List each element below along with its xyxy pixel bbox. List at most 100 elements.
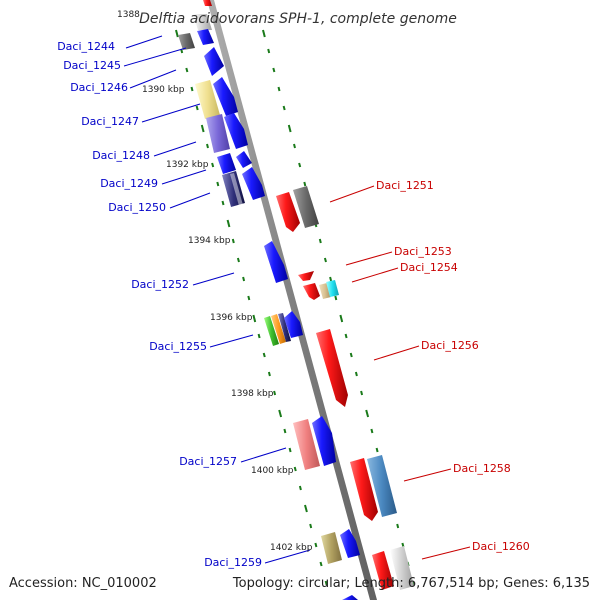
gene-daci-1252 (264, 241, 288, 283)
scale-tick-minor (293, 143, 296, 149)
scale-tick-minor (262, 352, 266, 358)
gene-daci-1254 (326, 280, 339, 297)
gene-fragment (193, 14, 212, 30)
reverse-label-leaders (329, 185, 471, 560)
scale-tick-minor (190, 86, 194, 92)
scale-tick-minor (396, 523, 400, 529)
scale-tick-minor (195, 105, 199, 111)
scale-tick-major (304, 504, 308, 513)
gene-fragment-bottom (342, 595, 358, 600)
scale-tick-minor (267, 371, 271, 377)
gene-label-daci-1251[interactable]: Daci_1251 (376, 179, 434, 192)
gene-fragment (203, 0, 212, 6)
scale-tick-minor (272, 67, 276, 73)
gene-label-daci-1246[interactable]: Daci_1246 (70, 81, 128, 94)
forward-label-leaders (123, 35, 311, 564)
kbp-label: 1388 (117, 10, 140, 20)
scale-tick-minor (319, 561, 323, 567)
gene-daci-1259-olive (321, 532, 342, 564)
kbp-labels: 1388 1390 kbp 1392 kbp 1394 kbp 1396 kbp… (117, 10, 313, 553)
topology-text: Topology: circular; Length: 6,767,514 bp… (232, 576, 590, 591)
gene-label-daci-1255[interactable]: Daci_1255 (149, 340, 207, 353)
genome-title: Delftia acidovorans SPH-1, complete geno… (139, 11, 457, 27)
scale-tick-minor (323, 257, 327, 263)
scale-tick-minor (298, 162, 302, 168)
scale-tick-minor (206, 143, 209, 149)
gene-label-daci-1249[interactable]: Daci_1249 (100, 177, 158, 190)
scale-tick-minor (283, 428, 287, 434)
gene-daci-1253-b (303, 283, 320, 300)
gene-label-daci-1258[interactable]: Daci_1258 (453, 462, 511, 475)
gene-label-daci-1257[interactable]: Daci_1257 (179, 455, 237, 468)
gene-daci-1258-steel (367, 455, 397, 517)
genome-backbone (207, 0, 377, 600)
gene-daci-1260-silver (390, 546, 414, 590)
gene-daci-1257-pink (293, 419, 320, 470)
scale-tick-major (287, 124, 292, 133)
scale-tick-minor (236, 257, 240, 263)
gene-daci-1244-block (178, 33, 195, 50)
scale-tick-minor (370, 428, 374, 434)
gene-daci-1248-arrow (236, 151, 252, 168)
gene-label-daci-1244[interactable]: Daci_1244 (57, 40, 115, 53)
gene-daci-1255-navy (278, 313, 291, 342)
gene-label-daci-1248[interactable]: Daci_1248 (92, 149, 150, 162)
forward-strand-genes (178, 29, 360, 600)
scale-tick-minor (267, 48, 271, 54)
gene-label-daci-1256[interactable]: Daci_1256 (421, 339, 479, 352)
gene-label-daci-1250[interactable]: Daci_1250 (108, 201, 166, 214)
gene-daci-1255-green (264, 316, 279, 346)
scale-tick-major (365, 409, 370, 418)
scale-tick-minor (349, 352, 353, 358)
gene-daci-1256 (316, 329, 348, 407)
scale-tick-minor (242, 276, 246, 282)
scale-tick-minor (354, 371, 358, 377)
gene-label-daci-1252[interactable]: Daci_1252 (131, 278, 189, 291)
scale-tick-minor (344, 333, 348, 339)
gene-daci-1246 (195, 80, 220, 119)
reverse-strand-genes (276, 186, 414, 590)
scale-tick-minor (360, 390, 364, 396)
kbp-label: 1390 kbp (142, 85, 185, 95)
gene-daci-1257-arrow (312, 416, 336, 466)
kbp-label: 1402 kbp (270, 543, 313, 553)
scale-tick-minor (314, 542, 318, 548)
scale-tick-major (175, 29, 179, 38)
scale-tick-minor (309, 523, 313, 529)
gene-daci-1249 (222, 171, 245, 207)
scale-tick-minor (334, 295, 338, 301)
scale-tick-minor (231, 238, 235, 244)
gene-label-daci-1259[interactable]: Daci_1259 (204, 556, 262, 569)
gene-label-daci-1254[interactable]: Daci_1254 (400, 261, 458, 274)
scale-tick-minor (273, 390, 277, 396)
kbp-label: 1400 kbp (251, 466, 294, 476)
gene-label-daci-1247[interactable]: Daci_1247 (81, 115, 139, 128)
scale-tick-minor (293, 466, 297, 472)
scale-tick-minor (216, 181, 220, 187)
gene-daci-1260 (372, 551, 394, 590)
gene-daci-1251-gray (293, 186, 319, 228)
reverse-gene-labels: Daci_1251 Daci_1253 Daci_1254 Daci_1256 … (376, 179, 530, 553)
scale-tick-minor (324, 580, 328, 586)
kbp-label: 1392 kbp (166, 160, 209, 170)
gene-daci-1247-arrow (224, 113, 248, 149)
scale-ticks (175, 29, 415, 586)
scale-tick-minor (375, 447, 379, 453)
scale-tick-major (339, 314, 344, 323)
gene-daci-1255-arrow (284, 311, 303, 338)
scale-tick-major (200, 124, 205, 133)
gene-label-daci-1245[interactable]: Daci_1245 (63, 59, 121, 72)
scale-tick-minor (282, 105, 286, 111)
gene-daci-1244 (197, 29, 214, 45)
kbp-label: 1398 kbp (231, 389, 274, 399)
gene-label-daci-1253[interactable]: Daci_1253 (394, 245, 452, 258)
kbp-label: 1396 kbp (210, 313, 253, 323)
scale-tick-minor (329, 276, 333, 282)
gene-daci-1253 (298, 271, 314, 281)
forward-gene-labels: Daci_1244 Daci_1245 Daci_1246 Daci_1247 … (57, 40, 262, 569)
gene-label-daci-1260[interactable]: Daci_1260 (472, 540, 530, 553)
scale-tick-minor (211, 162, 215, 168)
gene-daci-1255-orange (271, 314, 286, 344)
